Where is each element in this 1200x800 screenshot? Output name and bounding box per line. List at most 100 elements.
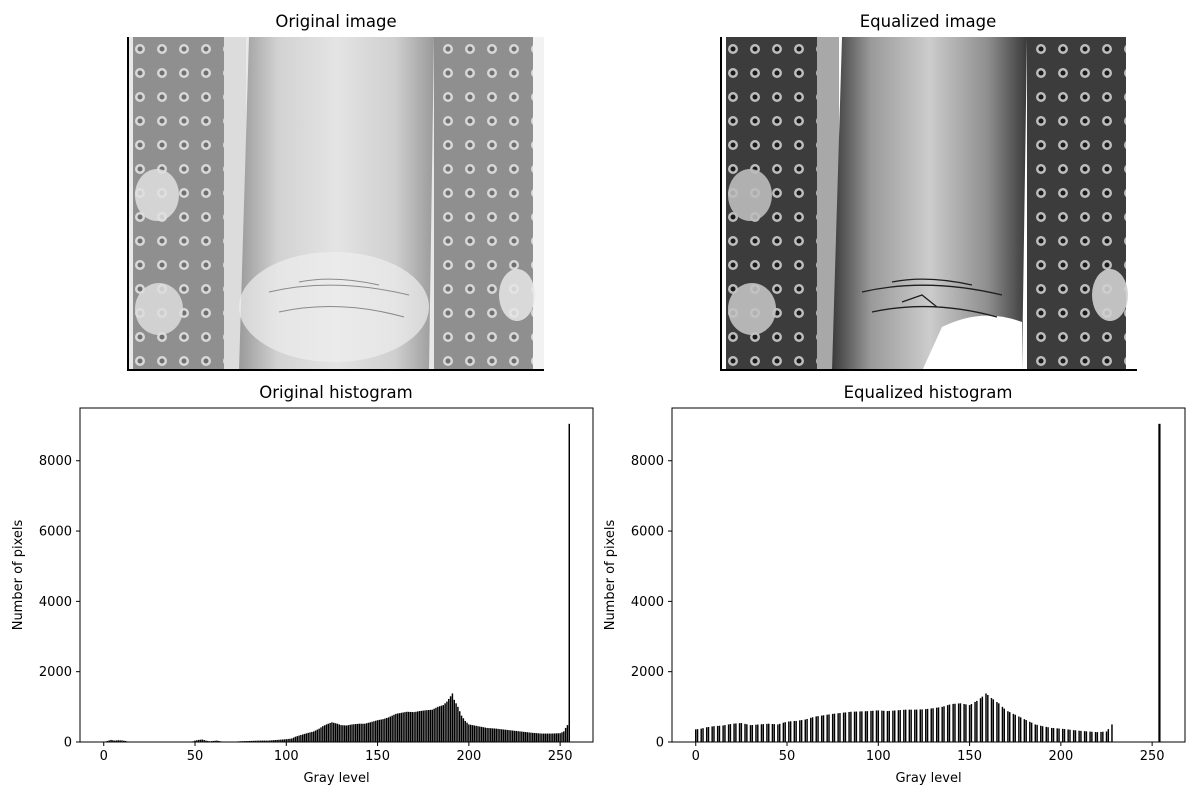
original-hist-bar [201,739,204,742]
original-hist-bar [524,732,527,742]
equalized-hist-bar [1089,731,1091,742]
equalized-hist-bar [919,709,922,742]
original-hist-bar [435,707,437,742]
original-hist-bar [263,740,266,742]
equalized-hist-frame [671,407,1186,743]
equalized-hist-bar [711,726,713,742]
equalized-hist-bar [976,700,978,742]
original-hist-bar [449,696,452,742]
original-hist-bar [300,734,302,742]
original-hist-bar [391,715,393,742]
original-hist-bar [104,741,107,742]
original-hist-bar [488,728,490,742]
equalized-hist-bar [866,711,869,742]
original-hist-bar [236,741,238,742]
original-hist-bar [511,730,514,742]
original-hist-frame [79,407,594,743]
original-hist-bar [466,722,468,742]
equalized-hist-bar [888,710,890,742]
original-hist-bar [123,740,125,742]
equalized-hist-bar [948,704,951,742]
original-hist-bar [294,736,297,742]
equalized-hist-bar [1111,724,1113,742]
original-hist-xtick-label: 150 [365,749,390,764]
original-hist-bar [338,724,340,742]
original-hist-ytick-label: 0 [64,736,72,751]
original-hist-bar [451,693,454,742]
original-hist-bar [218,740,220,742]
original-hist-bar [563,731,565,742]
original-hist-bar [292,737,295,742]
equalized-hist-ytick-label: 8000 [631,454,664,469]
equalized-hist-bar [1030,722,1033,742]
original-hist-xtick-label: 0 [100,749,108,764]
equalized-hist-bar [897,710,900,742]
original-hist-bar [280,739,282,742]
equalized-hist-bar [1003,708,1005,742]
equalized-hist-bar [848,711,850,742]
equalized-hist-bar [722,725,724,742]
original-hist-bar [486,727,488,742]
original-hist-bar [221,741,224,742]
original-hist-bar [442,705,445,742]
equalized-hist-bar [795,720,797,742]
equalized-hist-bar [1074,730,1077,742]
original-hist-bar [322,726,324,742]
original-hist-bar [314,730,317,742]
equalized-hist-ytick-label: 4000 [631,595,664,610]
original-hist-bar [311,731,313,742]
original-hist-bar [429,709,432,742]
original-hist-bar [546,733,549,742]
original-hist-bar [250,740,253,742]
original-hist-bar [353,724,355,742]
original-hist-bar [557,733,560,742]
original-hist-bar [517,731,519,742]
equalized-hist-bar [970,704,973,742]
equalized-hist-xtick-label: 0 [692,749,700,764]
original-hist-bar [216,740,218,742]
original-hist-ytick-label: 4000 [39,595,72,610]
original-hist-bar [550,733,552,742]
equalized-hist-bar [1018,716,1020,742]
original-hist-bar [420,710,423,742]
original-hist-bar [561,732,563,742]
equalized-hist-bar [751,724,754,742]
original-hist-bar [356,723,359,742]
original-hist-bar [384,718,386,742]
equalized-hist-bar [842,712,845,742]
equalized-hist-bar [766,723,768,742]
original-hist-bar [400,712,403,742]
equalized-hist-bar [1067,729,1069,742]
original-hist-bar [239,741,242,742]
original-hist-bar [537,733,539,742]
original-hist-bar [389,716,392,742]
original-hist-bar [289,738,291,742]
original-hist-ytick-label: 8000 [39,454,72,469]
equalized-hist-bar [872,710,874,742]
original-hist-bar [210,741,213,742]
original-hist-xtick-label: 200 [456,749,481,764]
original-hist-bar [468,724,470,742]
original-hist-bar [318,728,320,742]
original-hist-bar [568,423,570,742]
original-hist-bar [542,733,545,742]
original-hist-bar [199,739,202,742]
equalized-hist-bar [1061,728,1064,742]
original-hist-bar [373,721,375,742]
original-hist-bar [270,740,273,742]
original-hist-bar [533,732,536,742]
equalized-hist-bar [799,720,801,742]
original-hist-bar [477,726,479,742]
original-hist-bar [398,713,401,742]
original-hist-bar [113,740,116,742]
equalized-hist-bar [899,710,901,742]
equalized-hist-bar [810,717,812,742]
original-hist-bar [112,740,114,742]
original-hist-bar [126,741,129,742]
original-hist-bar [252,740,255,742]
original-hist-bar [462,718,465,742]
equalized-hist-bar [771,723,774,742]
equalized-hist-bar [935,707,938,742]
original-hist-bar [469,724,472,742]
original-hist-bar [124,740,127,742]
